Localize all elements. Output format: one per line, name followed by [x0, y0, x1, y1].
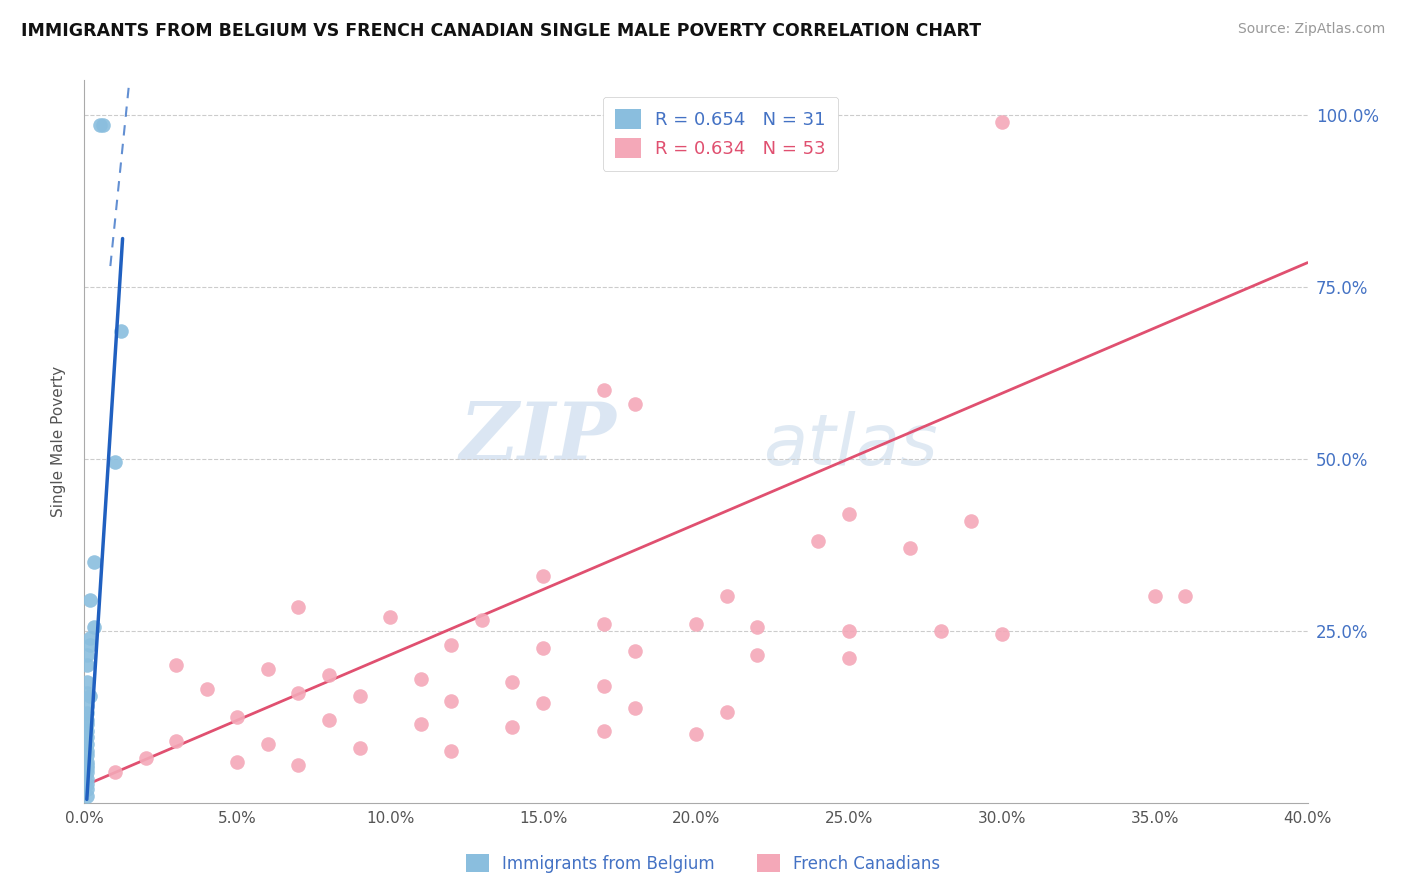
Point: [531, 696, 554, 710]
Point: [226, 755, 249, 769]
Point: [165, 658, 187, 673]
Point: [747, 648, 769, 662]
Point: [409, 716, 432, 731]
Point: [257, 662, 280, 676]
Point: [685, 616, 707, 631]
Point: [76, 764, 98, 779]
Point: [624, 397, 647, 411]
Text: IMMIGRANTS FROM BELGIUM VS FRENCH CANADIAN SINGLE MALE POVERTY CORRELATION CHART: IMMIGRANTS FROM BELGIUM VS FRENCH CANADI…: [21, 22, 981, 40]
Point: [593, 383, 616, 397]
Point: [531, 640, 554, 655]
Point: [593, 616, 616, 631]
Point: [716, 705, 738, 719]
Point: [685, 727, 707, 741]
Point: [83, 620, 105, 634]
Point: [502, 675, 524, 690]
Text: Source: ZipAtlas.com: Source: ZipAtlas.com: [1237, 22, 1385, 37]
Point: [79, 631, 101, 645]
Point: [624, 701, 647, 715]
Point: [531, 568, 554, 582]
Point: [79, 592, 101, 607]
Point: [440, 744, 463, 758]
Point: [165, 734, 187, 748]
Point: [624, 644, 647, 658]
Text: ZIP: ZIP: [460, 400, 616, 476]
Point: [76, 755, 98, 769]
Point: [838, 507, 860, 521]
Point: [349, 689, 371, 703]
Point: [593, 679, 616, 693]
Point: [110, 325, 132, 339]
Point: [287, 758, 309, 772]
Point: [76, 716, 98, 731]
Point: [593, 723, 616, 738]
Point: [195, 682, 218, 697]
Point: [440, 694, 463, 708]
Point: [1143, 590, 1166, 604]
Point: [76, 686, 98, 700]
Point: [716, 590, 738, 604]
Point: [991, 627, 1014, 641]
Point: [409, 672, 432, 686]
Point: [76, 737, 98, 751]
Point: [226, 710, 249, 724]
Point: [287, 686, 309, 700]
Point: [83, 555, 105, 569]
Point: [76, 723, 98, 738]
Point: [104, 455, 127, 469]
Point: [79, 638, 101, 652]
Point: [287, 599, 309, 614]
Point: [76, 658, 98, 673]
Point: [76, 706, 98, 721]
Point: [76, 648, 98, 662]
Point: [257, 737, 280, 751]
Point: [440, 638, 463, 652]
Point: [838, 624, 860, 638]
Point: [135, 751, 157, 765]
Point: [929, 624, 952, 638]
Point: [89, 118, 111, 132]
Point: [991, 114, 1014, 128]
Point: [76, 782, 98, 797]
Point: [502, 720, 524, 734]
Point: [807, 534, 830, 549]
Point: [747, 620, 769, 634]
Point: [898, 541, 921, 556]
Legend: Immigrants from Belgium, French Canadians: Immigrants from Belgium, French Canadian…: [458, 847, 948, 880]
Legend: R = 0.654   N = 31, R = 0.634   N = 53: R = 0.654 N = 31, R = 0.634 N = 53: [603, 96, 838, 170]
Point: [76, 758, 98, 772]
Point: [380, 610, 402, 624]
Point: [76, 747, 98, 762]
Point: [960, 514, 983, 528]
Point: [76, 789, 98, 803]
Point: [76, 731, 98, 745]
Text: atlas: atlas: [763, 410, 938, 480]
Point: [1174, 590, 1197, 604]
Point: [76, 675, 98, 690]
Point: [318, 713, 340, 727]
Point: [76, 761, 98, 775]
Point: [91, 118, 114, 132]
Point: [76, 776, 98, 790]
Point: [104, 764, 127, 779]
Point: [349, 740, 371, 755]
Point: [76, 744, 98, 758]
Y-axis label: Single Male Poverty: Single Male Poverty: [51, 366, 66, 517]
Point: [318, 668, 340, 682]
Point: [76, 713, 98, 727]
Point: [471, 614, 494, 628]
Point: [79, 689, 101, 703]
Point: [76, 772, 98, 786]
Point: [838, 651, 860, 665]
Point: [76, 699, 98, 714]
